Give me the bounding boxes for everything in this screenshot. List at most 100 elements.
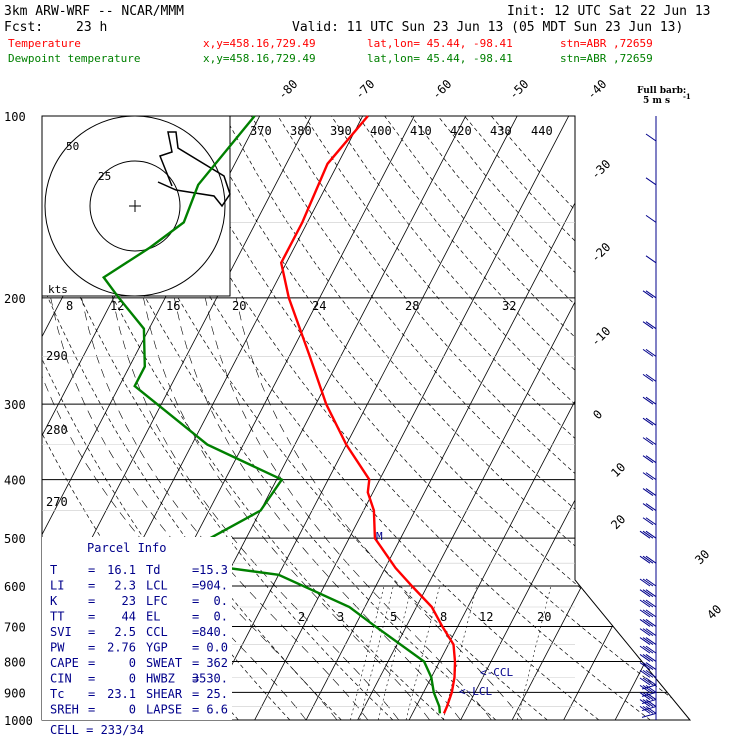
wind-barb-feather [645, 677, 657, 686]
wind-barb-feather [645, 662, 657, 670]
parcel-eq: = [192, 687, 199, 701]
isotherm-line [0, 116, 2, 720]
wind-barb-feather [642, 705, 654, 714]
parcel-value: 904. [199, 579, 228, 593]
temperature-trace [279, 115, 457, 714]
wind-barb-feather [645, 555, 657, 564]
parcel-key: K [50, 594, 58, 608]
wind-barb-feather [642, 662, 654, 670]
parcel-value: 362 [206, 656, 228, 670]
parcel-key: SHEAR [146, 687, 183, 701]
wind-key-units: 5 m s [643, 96, 670, 106]
pressure-label: 200 [4, 292, 26, 306]
hodograph-speed-label: 8 [66, 299, 73, 313]
isotherm-label: -70 [352, 77, 377, 102]
theta-label: 440 [531, 124, 553, 138]
hodograph-speed-label: 32 [502, 299, 516, 313]
isotherm-label: -60 [429, 77, 454, 102]
parcel-value: 0. [214, 610, 228, 624]
wind-barb-feather [639, 619, 651, 627]
wind-barb [639, 669, 657, 678]
wind-barb [639, 628, 657, 637]
parcel-key: LFC [146, 594, 168, 608]
wind-barb-feather [642, 488, 654, 496]
wind-barb-feather [642, 517, 654, 526]
wind-barb-feather [645, 517, 657, 526]
pressure-label: 300 [4, 398, 26, 412]
dry-adiabat [437, 116, 690, 720]
isotherm-line [408, 116, 690, 720]
isotherm-label: -50 [506, 77, 531, 102]
wind-barb-feather [639, 628, 651, 637]
parcel-eq: = [88, 672, 95, 686]
wind-barb-feather [645, 599, 657, 608]
pressure-label: 1000 [4, 714, 33, 728]
parcel-value: 6.6 [206, 703, 228, 717]
theta-label: 370 [250, 124, 272, 138]
valid-time: Valid: 11 UTC Sun 23 Jun 13 (05 MDT Sun … [292, 20, 683, 35]
isotherm-label: -30 [588, 157, 613, 182]
wind-barb [639, 555, 657, 564]
wind-barb [642, 488, 657, 496]
wind-barb [639, 654, 657, 662]
hodograph: kts 25 50 [41, 115, 231, 297]
isotherm-label: -20 [588, 240, 613, 265]
wind-barb-feather [639, 609, 651, 618]
parcel-value: 840. [199, 625, 228, 639]
parcel-value: 16.1 [107, 563, 136, 577]
wind-barb [642, 437, 657, 446]
wind-barb-feather [645, 437, 657, 446]
isotherm-line [254, 116, 570, 720]
dewpoint-legend: Dewpoint temperature [8, 52, 140, 65]
parcel-cell: CELL = 233/34 [50, 723, 144, 737]
wind-barb [642, 472, 657, 481]
dry-adiabat-label: 270 [46, 495, 68, 509]
dry-adiabat [384, 116, 690, 720]
ccl-marker: <-CCL [480, 666, 513, 679]
parcel-eq: = [88, 594, 95, 608]
hodograph-speed-label: 24 [312, 299, 326, 313]
wind-barb-staff [641, 712, 657, 718]
mixing-ratio-line [350, 585, 385, 720]
wind-barb-feather [642, 555, 654, 564]
wind-barb [639, 599, 657, 608]
temperature-station: stn=ABR ,72659 [560, 37, 653, 50]
theta-label: 380 [290, 124, 312, 138]
wind-barb-feather [639, 699, 651, 707]
wind-barb-feather [645, 488, 657, 496]
parcel-key: TT [50, 610, 64, 624]
isotherm-label: -40 [584, 77, 609, 102]
isotherm-label: -80 [275, 77, 300, 102]
parcel-eq: = [88, 625, 95, 639]
dry-adiabat [250, 116, 690, 720]
dry-adiabat [304, 116, 690, 720]
wind-barb-feather [645, 417, 657, 426]
wind-barb [645, 214, 657, 223]
wind-barb-feather [645, 348, 657, 357]
dry-adiabat [357, 116, 690, 720]
pressure-label: 400 [4, 474, 26, 488]
wind-barb-feather [645, 472, 657, 481]
isotherm-label: 0 [590, 407, 605, 422]
forecast-hour: 23 h [76, 20, 107, 35]
parcel-key: Tc [50, 687, 64, 701]
wind-barb-feather [645, 530, 657, 539]
wind-barb-feather [645, 290, 657, 299]
temperature-legend: Temperature [8, 37, 81, 50]
parcel-eq: = [192, 672, 199, 686]
parcel-eq: = [192, 594, 199, 608]
hodograph-ring [44, 115, 226, 297]
isotherm-label: 40 [704, 602, 724, 622]
mixing-ratio-line [359, 585, 394, 720]
wind-barb [642, 455, 657, 464]
wind-barb-feather [639, 684, 651, 693]
mixing-ratio-label: 3 [337, 610, 344, 624]
wind-barb-feather [645, 684, 657, 693]
parcel-key: EL [146, 610, 160, 624]
wind-barb-feather [645, 177, 657, 186]
parcel-key: HWBZ [146, 672, 175, 686]
parcel-eq: = [88, 610, 95, 624]
wind-barb-feather [642, 348, 654, 357]
parcel-value: 23.1 [107, 687, 136, 701]
